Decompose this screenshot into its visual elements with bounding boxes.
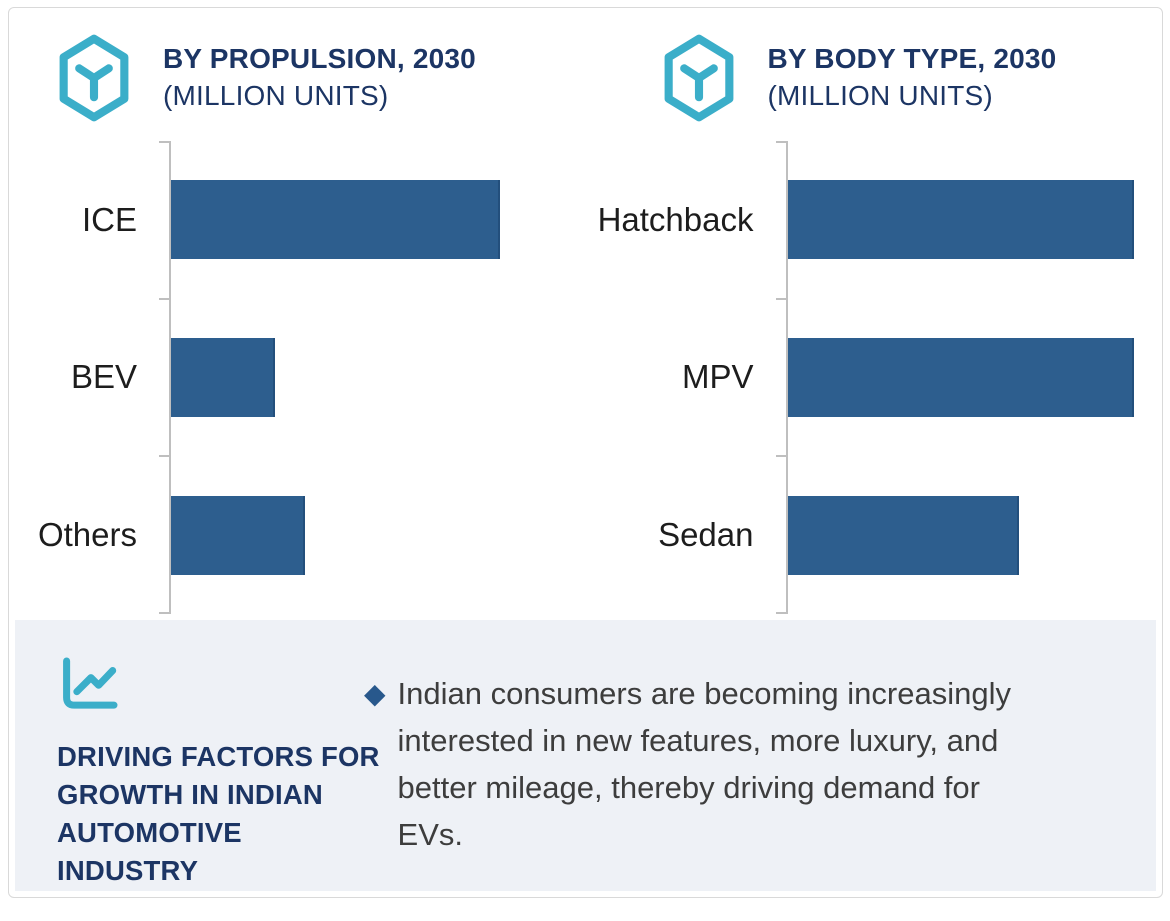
- chart-title-line1: BY PROPULSION, 2030: [163, 43, 476, 74]
- category-label-text: Hatchback: [597, 200, 754, 238]
- propulsion-plot: ICE BEV Others: [9, 141, 586, 614]
- axis-tick: [159, 141, 169, 143]
- chart-title-line2: (MILLION UNITS): [767, 80, 993, 111]
- bar-rows: ICE BEV Others: [9, 141, 586, 614]
- category-label-text: ICE: [81, 200, 137, 238]
- bar-track: [169, 456, 586, 614]
- chart-row: Sedan: [586, 456, 1163, 614]
- axis-tick: [775, 297, 786, 300]
- body-type-chart-header: BY BODY TYPE, 2030 (MILLION UNITS): [662, 34, 1057, 122]
- bar-rows: Hatchback MPV Sedan: [586, 141, 1163, 614]
- category-label: BEV: [9, 299, 169, 457]
- y-axis-line: [785, 141, 788, 614]
- charts-row: BY PROPULSION, 2030 (MILLION UNITS) ICE B…: [9, 8, 1162, 620]
- bar-sedan: [785, 495, 1020, 575]
- driving-factors-heading: DRIVING FACTORS FOR GROWTH IN INDIAN AUT…: [57, 741, 380, 886]
- propulsion-chart-header: BY PROPULSION, 2030 (MILLION UNITS): [57, 34, 476, 122]
- category-label: ICE: [9, 141, 169, 299]
- axis-tick: [775, 141, 786, 143]
- bar-others: [169, 495, 305, 575]
- body-type-chart-section: BY BODY TYPE, 2030 (MILLION UNITS) Hatch…: [586, 8, 1163, 620]
- body-type-plot: Hatchback MPV Sedan: [586, 141, 1163, 614]
- bar-track: [169, 299, 586, 457]
- chart-row: Others: [9, 456, 586, 614]
- category-label: Others: [9, 456, 169, 614]
- bar-track: [785, 299, 1163, 457]
- axis-tick: [159, 612, 169, 614]
- bullet-item: ◆ Indian consumers are becoming increasi…: [364, 670, 1138, 858]
- diamond-bullet-icon: ◆: [364, 678, 386, 709]
- category-label-text: Others: [37, 516, 137, 554]
- chart-title: BY BODY TYPE, 2030 (MILLION UNITS): [768, 40, 1057, 114]
- driving-factors-panel: DRIVING FACTORS FOR GROWTH IN INDIAN AUT…: [15, 620, 1156, 891]
- bar-bev: [169, 337, 275, 417]
- chart-title-line1: BY BODY TYPE, 2030: [767, 43, 1057, 74]
- category-label: Sedan: [586, 456, 786, 614]
- bar-track: [785, 456, 1163, 614]
- category-label-text: Sedan: [658, 516, 754, 554]
- chart-row: ICE: [9, 141, 586, 299]
- bullet-text: Indian consumers are becoming increasing…: [397, 676, 1011, 852]
- bar-hatchback: [785, 180, 1135, 260]
- category-label-text: BEV: [70, 358, 137, 396]
- propulsion-chart-section: BY PROPULSION, 2030 (MILLION UNITS) ICE B…: [9, 8, 586, 620]
- chart-row: MPV: [586, 299, 1163, 457]
- hexagon-y-icon: [664, 34, 733, 122]
- axis-tick: [775, 612, 786, 614]
- line-chart-icon: [63, 657, 118, 709]
- axis-tick: [159, 297, 169, 300]
- category-label-text: MPV: [681, 358, 754, 396]
- category-label: Hatchback: [586, 141, 786, 299]
- infographic-card: BY PROPULSION, 2030 (MILLION UNITS) ICE B…: [8, 7, 1163, 898]
- hexagon-y-icon: [59, 34, 129, 122]
- chart-title-line2: (MILLION UNITS): [163, 80, 389, 111]
- axis-tick: [775, 455, 786, 458]
- axis-tick: [159, 455, 169, 458]
- bar-track: [169, 141, 586, 299]
- category-label: MPV: [586, 299, 786, 457]
- chart-row: Hatchback: [586, 141, 1163, 299]
- chart-title: BY PROPULSION, 2030 (MILLION UNITS): [163, 40, 476, 114]
- bar-track: [785, 141, 1163, 299]
- bar-mpv: [785, 337, 1135, 417]
- y-axis-line: [169, 141, 171, 614]
- chart-row: BEV: [9, 299, 586, 457]
- bar-ice: [169, 180, 500, 260]
